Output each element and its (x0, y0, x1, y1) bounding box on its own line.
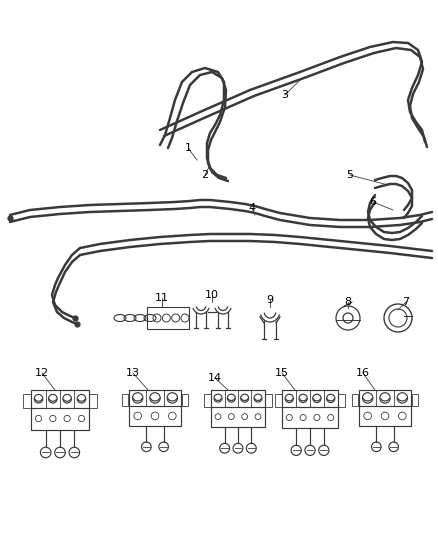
Bar (89, 394, 96, 408)
Text: 2: 2 (201, 170, 208, 180)
Bar (359, 390, 411, 426)
Text: 13: 13 (126, 368, 140, 378)
Text: 16: 16 (356, 368, 370, 378)
Text: 7: 7 (403, 297, 410, 307)
Bar (283, 390, 338, 428)
Text: 5: 5 (346, 170, 353, 180)
Bar (122, 393, 128, 406)
Text: 10: 10 (205, 290, 219, 300)
Bar (339, 394, 345, 407)
Text: 1: 1 (184, 143, 191, 153)
Text: 4: 4 (248, 203, 255, 213)
Bar (129, 390, 181, 426)
Text: 15: 15 (275, 368, 289, 378)
Bar (412, 393, 418, 406)
Text: 8: 8 (344, 297, 352, 307)
Text: 11: 11 (155, 293, 169, 303)
Bar (265, 394, 272, 407)
Bar (352, 393, 358, 406)
Bar (32, 390, 88, 430)
Bar (204, 394, 211, 407)
Text: 12: 12 (35, 368, 49, 378)
Bar (147, 307, 189, 329)
Text: 9: 9 (266, 295, 274, 305)
Text: 14: 14 (208, 373, 222, 383)
Text: 6: 6 (370, 197, 377, 207)
Bar (24, 394, 31, 408)
Bar (182, 393, 188, 406)
Text: 3: 3 (282, 90, 289, 100)
Bar (212, 390, 265, 427)
Bar (275, 394, 282, 407)
